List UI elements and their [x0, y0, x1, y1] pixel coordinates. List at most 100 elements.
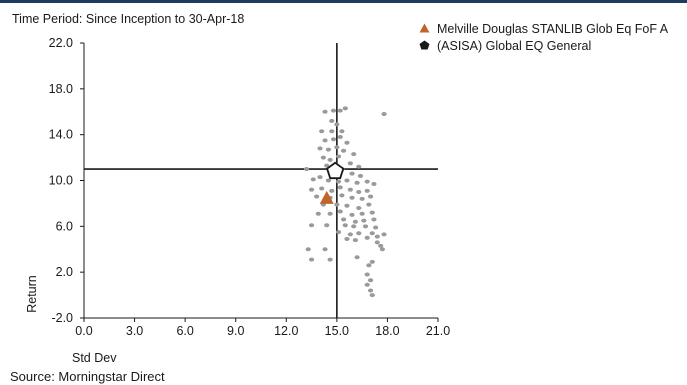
peer-fund-point — [330, 108, 337, 113]
legend-item-fund: Melville Douglas STANLIB Glob Eq FoF A — [417, 21, 668, 38]
peer-fund-point — [329, 188, 335, 193]
x-tick-label: 12.0 — [274, 324, 298, 338]
peer-fund-point — [341, 148, 347, 153]
peer-fund-point — [334, 122, 340, 127]
peer-fund-point — [364, 179, 370, 184]
time-period-label: Time Period: Since Inception to 30-Apr-1… — [12, 12, 245, 26]
peer-fund-point — [320, 155, 326, 160]
legend: Melville Douglas STANLIB Glob Eq FoF A (… — [417, 21, 668, 55]
peer-fund-point — [349, 171, 355, 176]
peer-fund-point — [364, 282, 370, 287]
peer-fund-point — [356, 189, 362, 194]
peer-fund-point — [361, 218, 367, 223]
peer-fund-point — [356, 164, 362, 169]
peer-fund-point — [356, 206, 362, 210]
y-tick-label: 14.0 — [49, 128, 73, 142]
peer-fund-point — [369, 231, 375, 236]
peer-fund-point — [341, 217, 347, 222]
y-axis-title: Return — [25, 275, 39, 313]
x-tick-label: 21.0 — [426, 324, 450, 338]
peer-fund-point — [344, 203, 350, 208]
peer-fund-point — [344, 178, 350, 183]
peer-fund-point — [344, 236, 350, 241]
y-tick-label: 18.0 — [49, 82, 73, 96]
peer-fund-point — [339, 193, 345, 198]
peer-fund-point — [305, 247, 311, 252]
peer-fund-point — [359, 196, 365, 201]
peer-fund-point — [374, 234, 380, 239]
peer-fund-point — [347, 187, 353, 192]
peer-fund-point — [308, 223, 315, 228]
peer-fund-point — [359, 211, 365, 216]
peer-fund-point — [357, 173, 364, 178]
x-tick-label: 18.0 — [375, 324, 399, 338]
peer-fund-point — [322, 138, 328, 143]
y-tick-label: 2.0 — [56, 265, 73, 279]
y-tick-label: 22.0 — [49, 36, 73, 50]
peer-fund-point — [308, 187, 315, 192]
peer-fund-point — [369, 210, 375, 215]
peer-fund-point — [315, 211, 321, 216]
peer-fund-point — [351, 224, 357, 229]
peer-fund-point — [337, 134, 343, 139]
top-accent-bar — [0, 0, 687, 3]
peer-fund-point — [366, 202, 372, 207]
peer-fund-point — [334, 202, 340, 207]
peer-fund-point — [366, 263, 372, 268]
peer-fund-point — [342, 223, 348, 228]
peer-fund-point — [374, 240, 380, 245]
peer-fund-point — [367, 288, 374, 293]
peer-fund-point — [339, 129, 345, 134]
peer-fund-point — [314, 194, 320, 199]
peer-fund-point — [337, 108, 343, 113]
peer-fund-point — [324, 223, 330, 228]
peer-fund-point — [364, 235, 370, 240]
pentagon-icon — [417, 38, 431, 55]
peer-fund-point — [334, 145, 340, 150]
peer-fund-point — [344, 140, 350, 145]
peer-fund-point — [317, 175, 323, 180]
peer-fund-point — [342, 106, 348, 111]
peer-fund-point — [373, 225, 379, 230]
peer-fund-point — [354, 255, 360, 260]
peer-fund-point — [327, 157, 333, 162]
peer-fund-point — [327, 257, 333, 262]
y-tick-label: 10.0 — [49, 174, 73, 188]
peer-fund-point — [364, 188, 370, 193]
peer-fund-point — [349, 195, 355, 200]
x-tick-label: 9.0 — [227, 324, 244, 338]
x-axis-title: Std Dev — [72, 351, 117, 365]
peer-fund-point — [347, 232, 353, 237]
peer-fund-point — [364, 272, 370, 277]
peer-fund-point — [356, 231, 362, 236]
peer-fund-point — [379, 247, 385, 252]
peer-fund-point — [381, 232, 387, 237]
peer-fund-point — [325, 178, 332, 183]
legend-label-fund: Melville Douglas STANLIB Glob Eq FoF A — [437, 22, 669, 36]
peer-fund-point — [371, 181, 377, 186]
peer-fund-point — [378, 243, 384, 248]
y-tick-label: -2.0 — [51, 311, 73, 325]
peer-fund-point — [335, 154, 342, 159]
peer-fund-point — [335, 179, 342, 184]
peer-fund-point — [303, 167, 310, 172]
peer-group-point — [326, 161, 345, 180]
legend-item-peer-group: (ASISA) Global EQ General — [417, 38, 668, 55]
peer-fund-point — [371, 217, 377, 222]
peer-fund-point — [325, 147, 332, 152]
legend-label-peer-group: (ASISA) Global EQ General — [437, 39, 592, 53]
peer-fund-point — [317, 146, 323, 151]
triangle-icon — [417, 21, 431, 38]
peer-fund-point — [352, 219, 358, 224]
peer-fund-point — [337, 209, 343, 214]
y-tick-label: 6.0 — [56, 219, 73, 233]
peer-fund-point — [327, 211, 333, 216]
peer-fund-point — [367, 278, 374, 283]
x-tick-label: 15.0 — [325, 324, 349, 338]
x-tick-label: 6.0 — [176, 324, 193, 338]
peer-fund-point — [351, 152, 357, 157]
peer-fund-point — [329, 118, 335, 123]
fund-point — [319, 190, 334, 204]
peer-fund-point — [308, 257, 315, 262]
